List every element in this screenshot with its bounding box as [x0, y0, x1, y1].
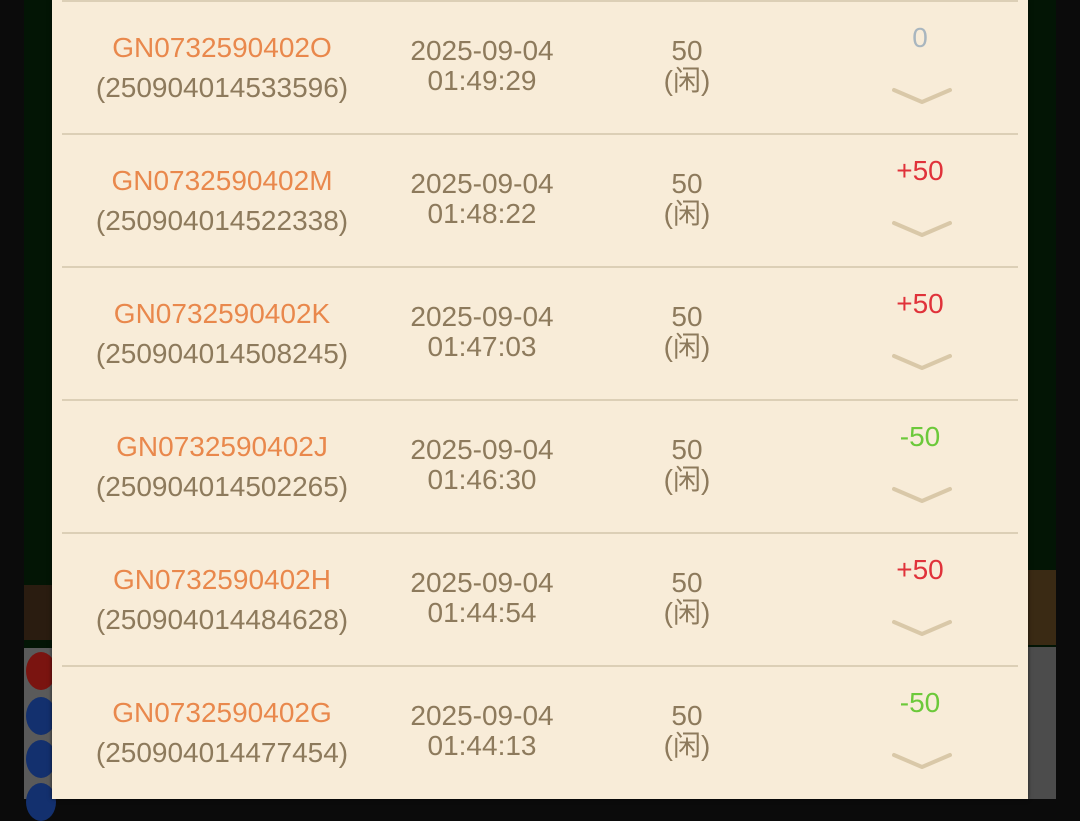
bet-date: 2025-09-04 — [410, 700, 554, 731]
bet-date: 2025-09-04 — [410, 35, 554, 66]
bet-date: 2025-09-04 — [410, 168, 554, 199]
bet-side: (闲) — [663, 464, 711, 495]
bet-amount: 50 (闲) — [622, 568, 752, 628]
chevron-down-icon[interactable] — [892, 751, 952, 771]
game-id: GN0732590402J — [116, 431, 328, 462]
bet-value: 50 — [671, 301, 703, 332]
bet-amount: 50 (闲) — [622, 435, 752, 495]
bet-value: 50 — [671, 700, 703, 731]
bet-time: 01:44:13 — [427, 730, 537, 761]
bet-amount: 50 (闲) — [622, 701, 752, 761]
bet-record-row[interactable]: GN0732590402H (250904014484628) 2025-09-… — [62, 532, 1018, 667]
order-number: (250904014502265) — [95, 471, 349, 502]
bet-datetime: 2025-09-04 01:47:03 — [362, 302, 602, 362]
result-amount: +50 — [896, 288, 944, 319]
bet-date: 2025-09-04 — [410, 567, 554, 598]
order-number: (250904014533596) — [95, 72, 349, 103]
bet-amount: 50 (闲) — [622, 36, 752, 96]
banker-dot-icon — [26, 652, 56, 690]
bet-side: (闲) — [663, 597, 711, 628]
player-dot-icon — [26, 697, 56, 735]
bet-amount: 50 (闲) — [622, 169, 752, 229]
bet-record-row[interactable]: GN0732590402J (250904014502265) 2025-09-… — [62, 399, 1018, 534]
bet-date: 2025-09-04 — [410, 301, 554, 332]
bet-amount: 50 (闲) — [622, 302, 752, 362]
chevron-down-icon[interactable] — [892, 219, 952, 239]
bet-datetime: 2025-09-04 01:46:30 — [362, 435, 602, 495]
bet-time: 01:49:29 — [427, 65, 537, 96]
bet-time: 01:47:03 — [427, 331, 537, 362]
bet-time: 01:48:22 — [427, 198, 537, 229]
order-number: (250904014522338) — [95, 205, 349, 236]
bet-side: (闲) — [663, 331, 711, 362]
bet-datetime: 2025-09-04 01:49:29 — [362, 36, 602, 96]
bet-datetime: 2025-09-04 01:44:54 — [362, 568, 602, 628]
bet-side: (闲) — [663, 65, 711, 96]
bet-time: 01:46:30 — [427, 464, 537, 495]
result-amount: +50 — [896, 554, 944, 585]
bet-value: 50 — [671, 35, 703, 66]
chevron-down-icon[interactable] — [892, 86, 952, 106]
order-number: (250904014477454) — [95, 737, 349, 768]
bet-record-row[interactable]: GN0732590402G (250904014477454) 2025-09-… — [62, 665, 1018, 800]
game-id: GN0732590402H — [113, 564, 331, 595]
bet-value: 50 — [671, 168, 703, 199]
chevron-down-icon[interactable] — [892, 618, 952, 638]
player-dot-icon — [26, 740, 56, 778]
result-amount: -50 — [899, 421, 941, 452]
order-number: (250904014484628) — [95, 604, 349, 635]
bet-value: 50 — [671, 434, 703, 465]
game-id: GN0732590402G — [112, 697, 332, 728]
bet-record-row[interactable]: GN0732590402O (250904014533596) 2025-09-… — [62, 0, 1018, 135]
bet-record-row[interactable]: GN0732590402K (250904014508245) 2025-09-… — [62, 266, 1018, 401]
bet-datetime: 2025-09-04 01:44:13 — [362, 701, 602, 761]
bet-value: 50 — [671, 567, 703, 598]
game-id: GN0732590402K — [113, 298, 331, 329]
bet-time: 01:44:54 — [427, 597, 537, 628]
bet-side: (闲) — [663, 730, 711, 761]
bet-record-row[interactable]: GN0732590402M (250904014522338) 2025-09-… — [62, 133, 1018, 268]
bet-history-panel[interactable]: GN0732590402O (250904014533596) 2025-09-… — [52, 0, 1028, 799]
game-id: GN0732590402M — [111, 165, 333, 196]
result-amount: +50 — [896, 155, 944, 186]
result-amount: -50 — [899, 687, 941, 718]
bet-date: 2025-09-04 — [410, 434, 554, 465]
game-id: GN0732590402O — [112, 32, 332, 63]
result-amount: 0 — [912, 22, 928, 53]
chevron-down-icon[interactable] — [892, 485, 952, 505]
bet-datetime: 2025-09-04 01:48:22 — [362, 169, 602, 229]
chevron-down-icon[interactable] — [892, 352, 952, 372]
bet-side: (闲) — [663, 198, 711, 229]
order-number: (250904014508245) — [95, 338, 349, 369]
